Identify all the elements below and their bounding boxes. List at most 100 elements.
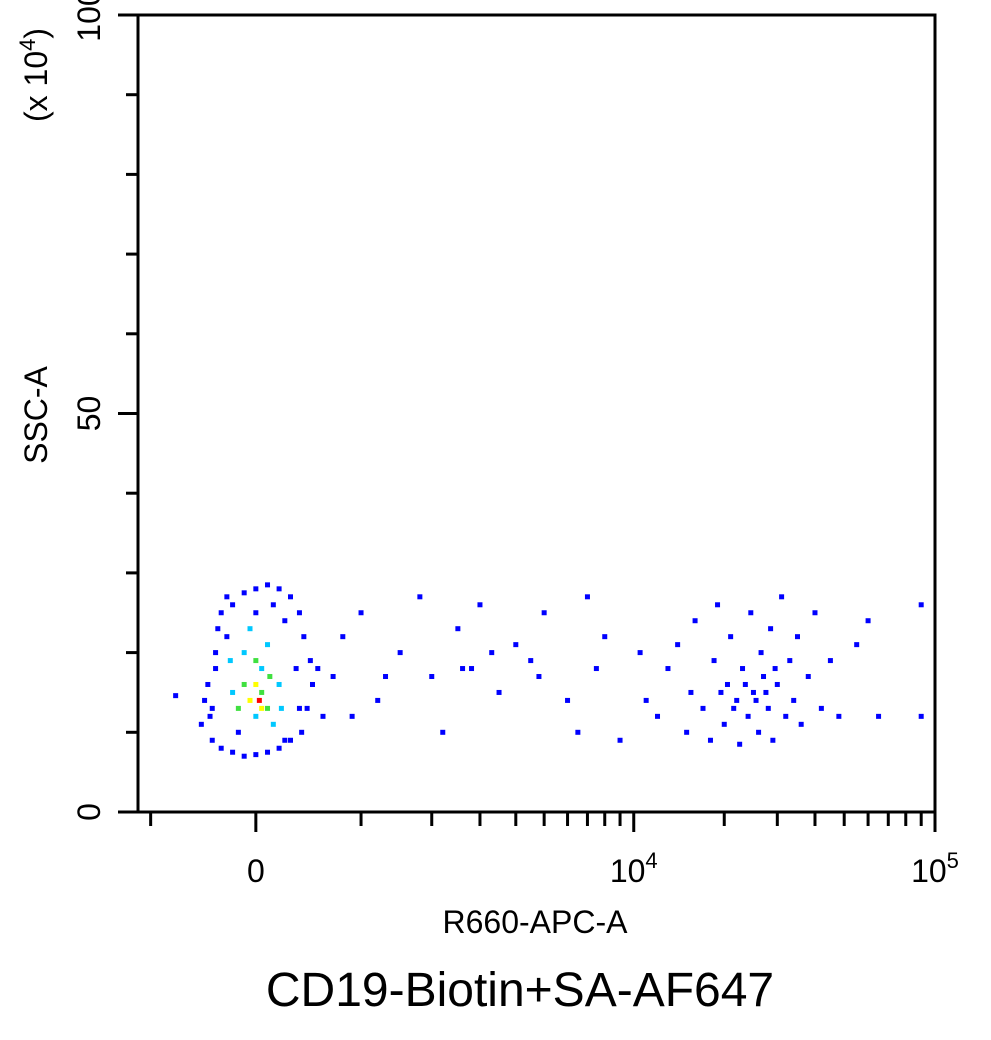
data-point [247,697,253,703]
data-point [711,658,717,664]
data-point [763,689,769,695]
chart-title: CD19-Biotin+SA-AF647 [266,964,774,1017]
data-point [758,650,764,656]
data-point [774,681,780,687]
data-point [740,666,746,672]
data-point [541,610,547,616]
data-point [707,737,713,743]
data-point [267,674,273,680]
data-point [301,634,307,640]
data-point [241,590,247,596]
y-axis-label: SSC-A [18,365,54,463]
data-point [207,713,213,719]
data-point [692,618,698,624]
data-point [528,658,534,664]
data-point [265,582,271,588]
data-point [593,666,599,672]
data-point [296,705,302,711]
data-point [330,674,336,680]
data-point [259,705,265,711]
data-point [259,689,265,695]
data-point [253,681,259,687]
data-point [684,729,690,735]
data-point [282,737,288,743]
data-point [218,610,224,616]
data-point [304,705,310,711]
data-point [643,697,649,703]
y-multiplier-close: ) [18,28,54,39]
data-point [417,594,423,600]
data-point [299,729,305,735]
data-point [565,697,571,703]
data-point [209,705,215,711]
data-point [753,697,759,703]
data-point [772,666,778,672]
data-point [230,749,236,755]
data-point [700,705,706,711]
data-point [270,602,276,608]
data-point [241,650,247,656]
data-point [209,737,215,743]
data-point [253,713,259,719]
data-point [794,634,800,640]
data-point [768,626,774,632]
data-point [779,594,785,600]
data-point [477,602,483,608]
data-point [536,674,542,680]
data-point [865,618,871,624]
data-point [397,650,403,656]
data-point [265,642,271,648]
data-point [812,610,818,616]
data-point [836,713,842,719]
x-tick-label: 0 [247,853,265,889]
data-point [761,674,767,680]
data-point [241,681,247,687]
data-point [854,642,860,648]
data-point [756,729,762,735]
data-point [737,741,743,747]
data-point [513,642,519,648]
data-point [227,658,233,664]
x-tick-label: 105 [911,848,959,889]
data-point [270,721,276,727]
data-point [320,713,326,719]
y-tick-label: 100 [71,0,107,42]
data-point [602,634,608,640]
data-point [202,697,208,703]
data-point [230,689,236,695]
data-point [734,697,740,703]
data-point [637,650,643,656]
data-point [349,713,355,719]
data-point [278,705,284,711]
data-point [798,721,804,727]
data-point [383,674,389,680]
data-point [742,681,748,687]
data-point [253,586,259,592]
data-point [253,658,259,664]
data-point [469,666,475,672]
data-point [688,689,694,695]
data-point [731,705,737,711]
data-point [288,594,294,600]
data-point [489,650,495,656]
data-point [256,697,262,703]
data-point [455,626,461,632]
data-point [918,713,924,719]
data-point [296,610,302,616]
plot-frame [136,13,937,814]
data-point [827,658,833,664]
y-tick-label: 0 [71,803,107,821]
data-point [748,610,754,616]
data-point [224,634,230,640]
data-point [358,610,364,616]
data-point [340,634,346,640]
data-point [198,721,204,727]
data-point [276,745,282,751]
data-point [265,705,271,711]
y-multiplier-exp: 4 [15,39,40,51]
data-point [460,666,466,672]
data-point [276,681,282,687]
data-point [265,749,271,755]
data-point [230,602,236,608]
data-point [787,658,793,664]
